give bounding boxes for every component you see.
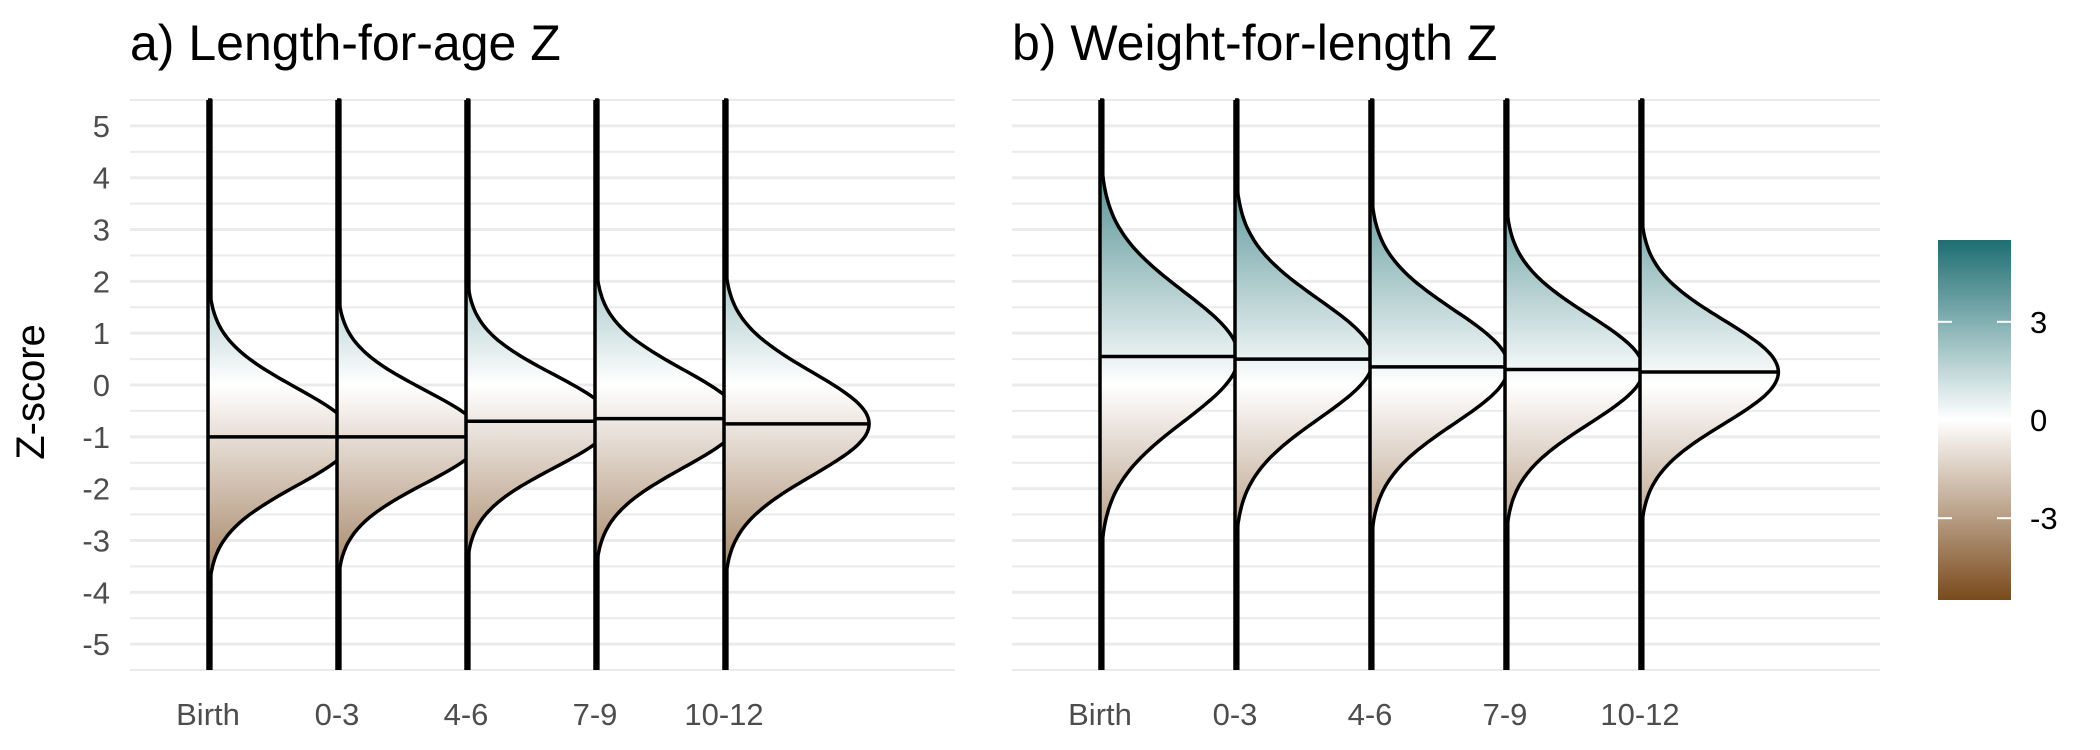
y-tick-label: 1: [93, 316, 110, 351]
ridge-fill: [1640, 100, 1779, 670]
x-tick-label: 4-6: [1348, 697, 1393, 732]
y-tick-label: -4: [82, 575, 110, 610]
x-tick-label: 7-9: [573, 697, 618, 732]
y-tick-label: 2: [93, 264, 110, 299]
panel-title: b) Weight-for-length Z: [1012, 15, 1497, 71]
ridges: [206, 98, 871, 670]
x-tick-label: 0-3: [315, 697, 360, 732]
y-tick-label: 4: [93, 161, 110, 196]
x-tick-label: 7-9: [1483, 697, 1528, 732]
ridge-outline: [466, 98, 613, 670]
x-tick-label: 0-3: [1213, 697, 1258, 732]
ridge-outline: [1640, 98, 1781, 670]
x-tick-label: 4-6: [444, 697, 489, 732]
ridge-fill: [337, 100, 483, 670]
panel-weight-for-length: b) Weight-for-length Z Birth 0-3 4-6 7-9 10-…: [1012, 15, 1880, 732]
y-tick-label: 0: [93, 368, 110, 403]
ridge-fill: [595, 100, 741, 670]
y-tick-label: -3: [82, 523, 110, 558]
y-tick-label: -5: [82, 627, 110, 662]
x-tick-labels: Birth 0-3 4-6 7-9 10-12: [176, 697, 764, 732]
ridge-fill: [466, 100, 612, 670]
y-tick-label: 3: [93, 213, 110, 248]
ridge-fill: [208, 100, 354, 670]
y-tick-label: 5: [93, 109, 110, 144]
ridge-fill: [1505, 100, 1644, 670]
ridge-outline: [1370, 98, 1511, 670]
ridge-outline: [724, 98, 871, 670]
panel-title: a) Length-for-age Z: [130, 15, 561, 71]
y-tick-labels: 5 4 3 2 1 0 -1 -2 -3 -4 -5: [82, 109, 110, 662]
color-legend: 3 0 -3: [1938, 240, 2058, 600]
y-axis-title: Z-score: [9, 324, 53, 460]
ridge-outline: [1235, 98, 1376, 670]
x-tick-label: Birth: [176, 697, 240, 732]
x-tick-label: Birth: [1068, 697, 1132, 732]
ridge-fill: [1370, 100, 1509, 670]
legend-label: -3: [2030, 501, 2058, 536]
ridge-outline: [337, 98, 484, 670]
legend-label: 0: [2030, 403, 2047, 438]
x-tick-label: 10-12: [684, 697, 763, 732]
ridge-outline: [1100, 98, 1241, 670]
ridge-fill: [1100, 100, 1239, 670]
legend-ticks: 3 0 -3: [1938, 305, 2058, 536]
x-tick-labels: Birth 0-3 4-6 7-9 10-12: [1068, 697, 1680, 732]
ridges: [1098, 98, 1781, 670]
y-tick-label: -2: [82, 472, 110, 507]
panel-length-for-age: a) Length-for-age Z 5 4 3 2 1 0 -1 -2 -3 -4 -5 Bir…: [82, 15, 955, 732]
x-tick-label: 10-12: [1600, 697, 1679, 732]
ridge-outline: [208, 98, 355, 670]
legend-label: 3: [2030, 305, 2047, 340]
ridge-fill: [1235, 100, 1374, 670]
ridge-outline: [595, 98, 742, 670]
ridge-fill: [724, 100, 870, 670]
y-tick-label: -1: [82, 420, 110, 455]
